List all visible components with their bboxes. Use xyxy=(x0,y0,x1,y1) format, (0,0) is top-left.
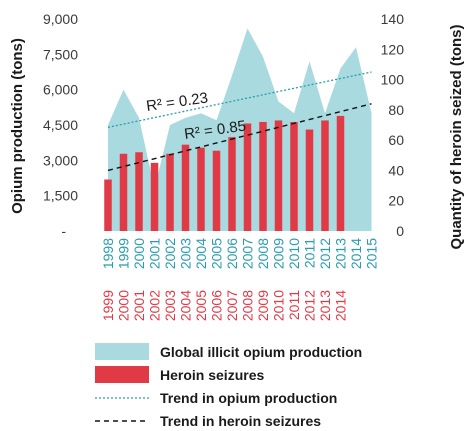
heroin-year-label: 2011 xyxy=(286,290,302,320)
right-axis-tick-label: 120 xyxy=(381,41,405,57)
left-axis-tick-label: 3,000 xyxy=(43,152,78,168)
opium-year-label: 2003 xyxy=(178,238,194,269)
heroin-seizure-bar xyxy=(274,120,283,231)
opium-trend-r2-label: R² = 0.23 xyxy=(145,89,209,114)
heroin-year-label: 2008 xyxy=(240,290,256,321)
opium-year-label: 2015 xyxy=(364,238,380,269)
heroin-seizure-bar xyxy=(336,115,345,231)
right-axis-tick-label: 40 xyxy=(388,162,404,178)
right-axis-tick-label: 80 xyxy=(388,102,404,118)
heroin-seizure-bar xyxy=(166,153,174,231)
opium-year-label: 2006 xyxy=(224,238,240,269)
opium-year-label: 2012 xyxy=(317,238,333,269)
heroin-year-label: 2005 xyxy=(193,290,209,321)
legend-swatch-opium-production xyxy=(95,343,149,360)
heroin-seizure-bar xyxy=(197,147,205,231)
opium-year-label: 2008 xyxy=(255,238,271,269)
opium-year-label: 1999 xyxy=(116,238,132,269)
heroin-seizure-bar xyxy=(305,129,314,231)
heroin-seizure-bar xyxy=(290,121,298,231)
opium-year-label: 2002 xyxy=(162,238,178,269)
heroin-year-label: 1999 xyxy=(100,290,116,321)
heroin-seizure-bar xyxy=(212,150,221,231)
heroin-year-label: 2006 xyxy=(209,290,225,321)
heroin-seizure-bar xyxy=(228,137,236,231)
heroin-year-label: 2013 xyxy=(317,290,333,321)
opium-year-label: 2004 xyxy=(193,238,209,269)
opium-production-area xyxy=(108,28,372,231)
opium-trend-line xyxy=(107,71,372,128)
opium-year-label: 2011 xyxy=(302,238,318,268)
heroin-seizure-bar xyxy=(150,162,159,231)
heroin-year-label: 2002 xyxy=(147,290,163,321)
left-axis-tick-label: 1,500 xyxy=(43,188,78,204)
right-axis-tick-label: 100 xyxy=(381,72,405,88)
left-axis-tick-label: 6,000 xyxy=(43,82,78,98)
legend-label-heroin-seizures: Heroin seizures xyxy=(160,367,264,383)
heroin-year-label: 2014 xyxy=(333,290,349,321)
heroin-year-label: 2003 xyxy=(162,290,178,321)
heroin-year-label: 2010 xyxy=(271,290,287,321)
opium-year-label: 2010 xyxy=(286,238,302,269)
opium-year-label: 2009 xyxy=(271,238,287,269)
legend-label-heroin-trend: Trend in heroin seizures xyxy=(160,413,321,429)
legend-label-opium-trend: Trend in opium production xyxy=(160,390,337,406)
left-axis-tick-label: 7,500 xyxy=(43,46,78,62)
heroin-year-label: 2007 xyxy=(224,290,240,321)
opium-year-label: 2007 xyxy=(240,238,256,269)
left-axis-tick-label: 9,000 xyxy=(43,11,78,27)
left-axis-tick-label: - xyxy=(61,223,66,239)
opium-year-label: 2005 xyxy=(209,238,225,269)
left-axis-title: Opium production (tons) xyxy=(9,38,26,214)
opium-year-label: 2013 xyxy=(333,238,349,269)
legend-label-opium-production: Global illicit opium production xyxy=(160,344,362,360)
heroin-seizure-bar xyxy=(104,179,112,231)
legend-swatch-heroin-seizures xyxy=(95,366,149,383)
right-axis-title: Quantity of heroin seized (tons) xyxy=(448,24,465,249)
heroin-seizure-bar xyxy=(321,120,329,231)
right-axis-tick-label: 20 xyxy=(388,193,404,209)
opium-year-label: 1998 xyxy=(100,238,116,269)
heroin-trend-line xyxy=(107,103,372,172)
right-axis-tick-label: 60 xyxy=(388,132,404,148)
opium-year-label: 2001 xyxy=(147,238,163,269)
heroin-seizure-bar xyxy=(181,144,190,231)
heroin-year-label: 2012 xyxy=(302,290,318,321)
heroin-year-label: 2009 xyxy=(255,290,271,321)
heroin-year-label: 2004 xyxy=(178,290,194,321)
heroin-year-label: 2001 xyxy=(131,290,147,321)
heroin-seizure-bar xyxy=(243,123,252,231)
heroin-year-label: 2000 xyxy=(116,290,132,321)
opium-year-label: 2000 xyxy=(131,238,147,269)
heroin-seizure-bar xyxy=(259,121,267,231)
left-axis-tick-label: 4,500 xyxy=(43,117,78,133)
right-axis-tick-label: 140 xyxy=(381,11,405,27)
heroin-seizure-bar xyxy=(119,153,128,231)
right-axis-tick-label: 0 xyxy=(396,223,404,239)
heroin-seizure-bar xyxy=(135,152,143,231)
opium-year-label: 2014 xyxy=(348,238,364,269)
